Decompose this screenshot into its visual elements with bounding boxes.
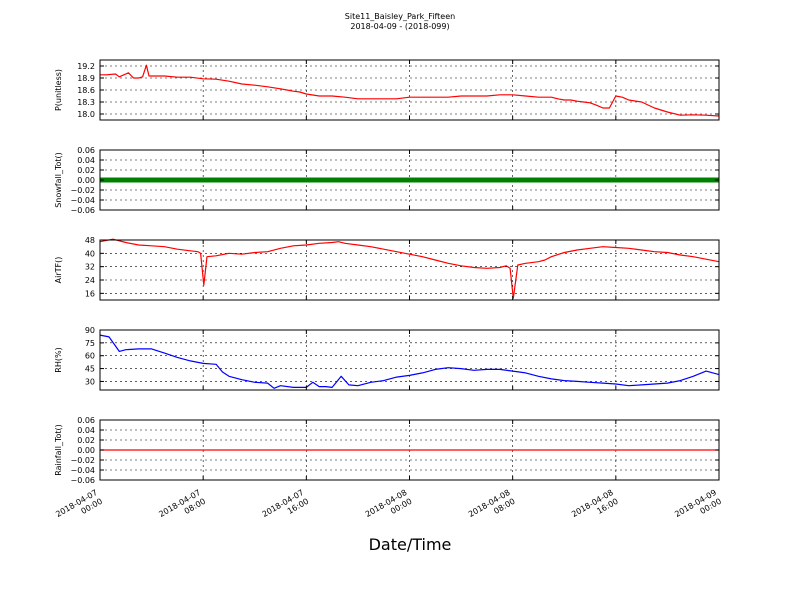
y-tick-label: 0.00 [77, 176, 95, 185]
y-tick-label: 0.02 [77, 166, 95, 175]
y-tick-label: 32 [85, 263, 95, 272]
subplot-1: 18.0 18.3 18.6 18.9 19.2 P(unitless) [54, 59, 720, 121]
y-tick-label: −0.04 [70, 466, 95, 475]
y-tick-label: 0.04 [77, 156, 95, 165]
y-axis-label: RH(%) [54, 347, 63, 372]
y-tick-label: 18.6 [77, 86, 95, 95]
y-tick-label: 0.06 [77, 146, 95, 155]
y-tick-label: 45 [85, 365, 95, 374]
chart-title: Site11_Baisley_Park_Fifteen [345, 12, 455, 21]
data-series-4 [99, 334, 720, 389]
subplot-2: −0.06−0.04−0.020.000.020.040.06 Snowfall_… [54, 146, 720, 215]
y-tick-label: 16 [85, 289, 95, 298]
y-tick-label: 0.04 [77, 426, 95, 435]
data-series-3 [99, 238, 720, 299]
y-tick-label: −0.02 [70, 186, 95, 195]
subplot-panels: 18.018.318.618.919.2P(unitless)−0.06−0.0… [54, 59, 720, 485]
y-tick-label: 60 [85, 352, 95, 361]
x-axis-label: Date/Time [369, 535, 452, 554]
y-tick-label: 18.3 [77, 98, 95, 107]
subplot-4: 30 45 60 75 90 RH(%) [54, 326, 720, 391]
y-axis-label: P(unitless) [54, 69, 63, 111]
x-tick-label: 2018-04-0708:00 [157, 488, 207, 528]
x-tick-label: 2018-04-0800:00 [364, 488, 414, 528]
y-axis-label: Snowfall_Tot() [54, 152, 63, 208]
y-tick-label: 18.0 [77, 110, 95, 119]
y-tick-label: −0.06 [70, 206, 95, 215]
x-tick-label: 2018-04-0808:00 [467, 488, 517, 528]
y-tick-label: 0.02 [77, 436, 95, 445]
x-tick-label: 2018-04-0700:00 [54, 488, 104, 528]
y-axis-label: AirTF() [54, 257, 63, 284]
y-tick-label: 0.00 [77, 446, 95, 455]
subplot-5: −0.06−0.04−0.020.000.020.040.06 Rainfall_… [54, 416, 720, 485]
y-tick-label: 0.06 [77, 416, 95, 425]
y-tick-label: 24 [85, 276, 95, 285]
data-series-1 [100, 64, 720, 117]
x-tick-label: 2018-04-0900:00 [673, 488, 723, 528]
y-tick-label: 40 [85, 249, 95, 258]
y-tick-label: 75 [85, 339, 95, 348]
y-tick-label: 90 [85, 326, 95, 335]
y-tick-label: −0.02 [70, 456, 95, 465]
y-tick-label: 48 [85, 236, 95, 245]
y-tick-label: −0.06 [70, 476, 95, 485]
y-tick-label: 30 [85, 377, 95, 386]
x-tick-labels: 2018-04-0700:00 2018-04-0708:00 2018-04-07… [54, 488, 723, 528]
chart-subtitle: 2018-04-09 - (2018-099) [350, 22, 449, 31]
y-tick-label: 18.9 [77, 74, 95, 83]
y-tick-label: −0.04 [70, 196, 95, 205]
x-tick-label: 2018-04-0816:00 [570, 488, 620, 528]
subplot-3: 16 24 32 40 48 AirTF() [54, 236, 720, 301]
y-axis-label: Rainfall_Tot() [54, 424, 63, 476]
y-tick-label: 19.2 [77, 62, 95, 71]
x-tick-label: 2018-04-0716:00 [261, 488, 311, 528]
